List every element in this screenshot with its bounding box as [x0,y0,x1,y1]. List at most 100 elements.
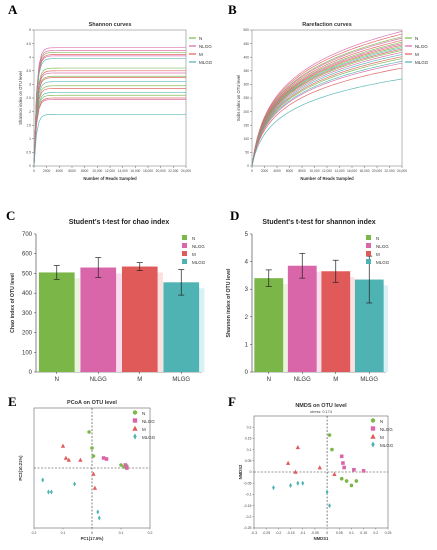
f-xtick-label: 0.25 [385,531,392,535]
d-legend-swatch-m [366,251,371,256]
a-ytick-label: 1 [29,137,31,141]
b-series-line-n [251,45,403,167]
a-series-line-nlgg [33,72,186,167]
f-ytick-label: 0.1 [247,448,252,452]
b-xtick-label: 0 [251,169,253,173]
e-point-nlgg [123,463,128,467]
c-bar-nlgg [80,267,117,372]
e-title: PCoA on OTU level [67,400,117,406]
b-xtick-label: 16,000 [347,169,357,173]
b-title: Rarefaction curves [302,22,352,28]
f-xtick-label: 0.2 [373,531,378,535]
a-ytick-label: 0.5 [26,151,31,155]
a-series-line-n [33,85,186,167]
d-xtick-label-mlgg: MLGG [360,377,378,383]
f-legend-marker-mlgg [371,441,375,448]
f-legend-marker-n [370,418,376,423]
b-xtick-label: 6000 [286,169,294,173]
a-ytick-label: 3 [29,83,31,87]
a-series-line-nlgg [33,50,186,167]
f-xtick-label: 0 [326,531,328,535]
a-xtick-label: 22,000 [168,169,178,173]
panel-letter-a: A [8,2,18,17]
f-subtitle: stress: 0.174 [310,410,332,414]
a-xtick-label: 20,000 [156,169,166,173]
f-point-nlgg [342,465,346,470]
b-series-line-mlgg [251,47,403,167]
f-title: NMDS on OTU level [295,403,347,409]
d-ytick-label: 4 [245,260,249,266]
a-ytick-label: 4 [29,55,31,59]
panel-letter-c: C [6,208,16,223]
a-title: Shannon curves [89,22,132,28]
c-legend-swatch-mlgg [182,259,187,264]
e-legend-label-mlgg: MLGG [142,435,156,440]
b-series-line-nlgg [251,51,403,167]
c-legend-label-m: M [192,252,196,257]
c-xtick-label-nlgg: NLGG [90,377,107,383]
e-point-m [66,457,71,462]
e-legend-marker-mlgg [133,433,137,440]
a-xtick-label: 0 [33,169,35,173]
b-legend-label-m: M [415,52,419,57]
a-xtick-label: 18,000 [143,169,153,173]
d-xtick-label-n: N [267,377,271,383]
d-legend-label-mlgg: MLGG [376,260,390,265]
a-xtick-label: 14,000 [118,169,128,173]
d-legend-label-m: M [376,252,380,257]
f-point-n [330,447,334,452]
f-point-n [327,433,332,437]
b-ytick-label: 300 [243,83,249,87]
e-legend-label-nlgg: NLGG [142,419,155,424]
f-xtick-label: -0.05 [311,531,319,535]
c-xtick-label-mlgg: MLGG [172,377,190,383]
e-point-n [90,446,94,450]
b-ylabel: Sobs index on OTU level [236,75,241,121]
a-series-line-mlgg [33,58,186,167]
c-ytick-label: 100 [22,350,33,356]
a-xtick-label: 6000 [68,169,76,173]
a-ytick-label: 5 [29,28,31,32]
d-ytick-label: 3 [245,287,249,293]
a-series-line-m [33,88,186,167]
f-ytick-label: 0 [250,470,252,474]
a-series-line-n [33,75,186,167]
e-point-m [60,443,66,448]
f-xtick-label: -0.1 [300,531,306,535]
f-point-m [295,445,301,450]
d-legend-swatch-n [366,235,371,240]
b-ytick-label: 150 [243,123,249,127]
a-series-line-n [33,67,186,167]
f-xtick-label: 0.15 [360,531,367,535]
a-series-line-m [33,77,186,167]
b-ytick-label: 200 [243,110,249,114]
a-series-line-n [33,94,186,167]
d-bar-nlgg [287,265,317,372]
b-series-line-nlgg [251,31,403,167]
b-ytick-label: 250 [243,96,249,100]
c-legend-label-nlgg: NLGG [192,244,205,249]
b-xtick-label: 10,000 [309,169,319,173]
b-series-line-m [251,48,403,167]
e-point-n [87,430,91,434]
c-ytick-label: 600 [22,252,33,258]
b-series-line-nlgg [251,43,403,167]
a-series-line-n [33,51,186,167]
b-series-line-mlgg [251,78,403,167]
f-xtick-label: -0.3 [251,531,257,535]
f-xtick-label: 0.05 [336,531,343,535]
c-bar-m [121,266,158,372]
a-xtick-label: 12,000 [105,169,115,173]
d-bar-n [254,278,284,372]
b-xtick-label: 18,000 [359,169,369,173]
e-xlabel: PC1(17.5%) [81,536,104,541]
c-ytick-label: 0 [29,370,33,376]
e-point-m [78,457,83,462]
d-ytick-label: 2 [245,315,249,321]
f-ytick-label: 0.05 [245,459,252,463]
d-ytick-label: 5 [245,232,249,238]
f-point-mlgg [296,480,300,486]
d-legend-swatch-nlgg [366,243,371,248]
a-series-line-nlgg [33,47,186,167]
panel-letter-f: F [228,394,236,409]
